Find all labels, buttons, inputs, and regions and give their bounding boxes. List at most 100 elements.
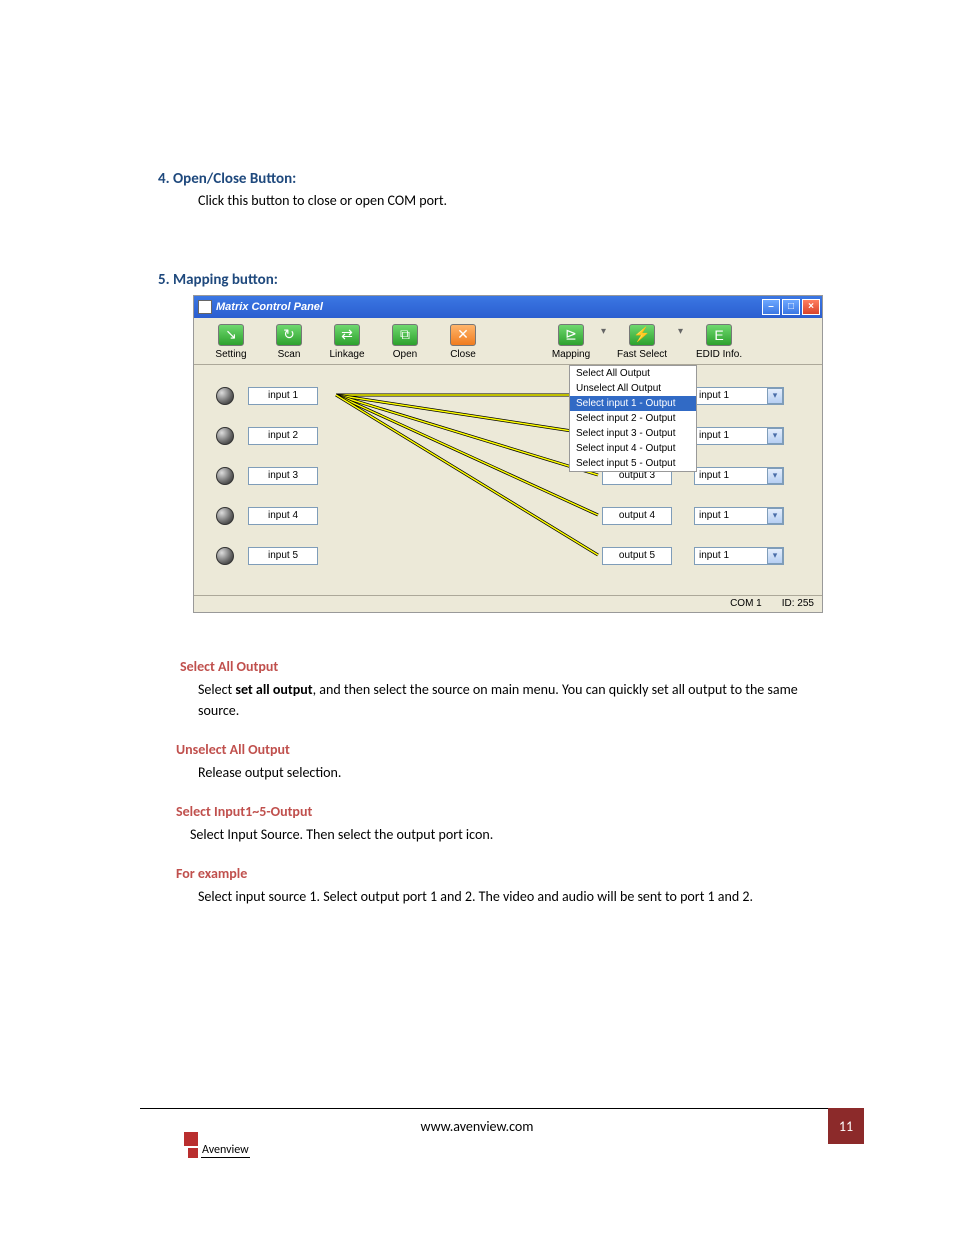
chevron-down-icon[interactable]: ▾ bbox=[767, 548, 783, 564]
edid-icon: E bbox=[706, 324, 732, 346]
open-button[interactable]: ⧉ Open bbox=[376, 324, 434, 360]
setting-button[interactable]: ↘ Setting bbox=[202, 324, 260, 360]
desc1-body: Select set all output, and then select t… bbox=[198, 679, 839, 721]
fast-icon: ⚡ bbox=[629, 324, 655, 346]
num: 5. bbox=[158, 271, 170, 289]
edid-label: EDID Info. bbox=[696, 349, 742, 360]
page-number: 11 bbox=[828, 1108, 864, 1144]
input-connector-2[interactable] bbox=[216, 427, 234, 445]
input-label: input 1 bbox=[268, 390, 298, 401]
input-label: input 5 bbox=[268, 550, 298, 561]
scan-button[interactable]: ↻ Scan bbox=[260, 324, 318, 360]
output-box-4[interactable]: output 4 bbox=[602, 507, 672, 525]
output-select-1[interactable]: input 1 ▾ bbox=[694, 387, 784, 405]
desc4-body: Select input source 1. Select output por… bbox=[198, 886, 839, 907]
scan-icon: ↻ bbox=[276, 324, 302, 346]
dropdown-item[interactable]: Select input 3 - Output bbox=[570, 426, 696, 441]
dropdown-item[interactable]: Select input 4 - Output bbox=[570, 441, 696, 456]
logo-square-icon bbox=[188, 1148, 198, 1158]
input-connector-5[interactable] bbox=[216, 547, 234, 565]
chevron-down-icon[interactable]: ▾ bbox=[767, 468, 783, 484]
footer-url: www.avenview.com bbox=[0, 1118, 954, 1135]
status-id: ID: 255 bbox=[782, 598, 814, 609]
linkage-button[interactable]: ⇄ Linkage bbox=[318, 324, 376, 360]
input-label: input 2 bbox=[268, 430, 298, 441]
desc3-body: Select Input Source. Then select the out… bbox=[190, 824, 839, 845]
input-box-4[interactable]: input 4 bbox=[248, 507, 318, 525]
app-title: Matrix Control Panel bbox=[216, 301, 323, 313]
app-window: Matrix Control Panel – □ × ↘ Setting ↻ S… bbox=[193, 295, 823, 613]
input-connector-3[interactable] bbox=[216, 467, 234, 485]
output-select-5[interactable]: input 1 ▾ bbox=[694, 547, 784, 565]
desc1-heading: Select All Output bbox=[180, 658, 839, 675]
mapping-dropdown-arrow[interactable]: ▾ bbox=[600, 324, 607, 337]
t: set all output bbox=[235, 681, 312, 698]
minimize-button[interactable]: – bbox=[762, 299, 780, 315]
output-label: output 5 bbox=[619, 550, 655, 561]
sel-label: input 1 bbox=[699, 470, 729, 481]
dropdown-item[interactable]: Select input 2 - Output bbox=[570, 411, 696, 426]
title: Open/Close Button: bbox=[173, 170, 296, 188]
output-box-5[interactable]: output 5 bbox=[602, 547, 672, 565]
scan-label: Scan bbox=[278, 349, 301, 360]
sel-label: input 1 bbox=[699, 390, 729, 401]
footer-divider bbox=[140, 1108, 864, 1109]
input-label: input 3 bbox=[268, 470, 298, 481]
chevron-down-icon[interactable]: ▾ bbox=[767, 508, 783, 524]
toolbar: ↘ Setting ↻ Scan ⇄ Linkage ⧉ Open ✕ Clos… bbox=[194, 318, 822, 365]
sel-label: input 1 bbox=[699, 430, 729, 441]
input-label: input 4 bbox=[268, 510, 298, 521]
output-label: output 3 bbox=[619, 470, 655, 481]
desc2-heading: Unselect All Output bbox=[176, 741, 839, 758]
input-connector-4[interactable] bbox=[216, 507, 234, 525]
chevron-down-icon[interactable]: ▾ bbox=[767, 428, 783, 444]
close-icon: ✕ bbox=[450, 324, 476, 346]
dropdown-item[interactable]: Select input 5 - Output bbox=[570, 456, 696, 471]
output-select-2[interactable]: input 1 ▾ bbox=[694, 427, 784, 445]
mapping-dropdown-menu: Select All OutputUnselect All OutputSele… bbox=[569, 365, 697, 472]
fast-select-button[interactable]: ⚡ Fast Select bbox=[607, 324, 677, 360]
setting-icon: ↘ bbox=[218, 324, 244, 346]
dropdown-item[interactable]: Unselect All Output bbox=[570, 381, 696, 396]
edid-button[interactable]: E EDID Info. bbox=[684, 324, 754, 360]
main-area: input 1 input 2 input 3 input 4 input 5 … bbox=[194, 365, 822, 595]
title: Mapping button: bbox=[173, 271, 278, 289]
dropdown-item[interactable]: Select input 1 - Output bbox=[570, 396, 696, 411]
logo-square-icon bbox=[184, 1132, 198, 1146]
output-select-4[interactable]: input 1▾ bbox=[694, 507, 784, 525]
close-button[interactable]: × bbox=[802, 299, 820, 315]
t: Select bbox=[198, 681, 235, 698]
output-select-3[interactable]: input 1 ▾ bbox=[694, 467, 784, 485]
statusbar: COM 1 ID: 255 bbox=[194, 595, 822, 612]
linkage-icon: ⇄ bbox=[334, 324, 360, 346]
input-box-2[interactable]: input 2 bbox=[248, 427, 318, 445]
brand-name: Avenview bbox=[201, 1143, 250, 1158]
mapping-icon: ⊵ bbox=[558, 324, 584, 346]
linkage-label: Linkage bbox=[329, 349, 364, 360]
close-label: Close bbox=[450, 349, 476, 360]
fast-label: Fast Select bbox=[617, 349, 667, 360]
sel-label: input 1 bbox=[699, 550, 729, 561]
heading-5: 5. Mapping button: bbox=[158, 271, 839, 289]
brand-logo: Avenview bbox=[184, 1132, 250, 1158]
open-icon: ⧉ bbox=[392, 324, 418, 346]
titlebar[interactable]: Matrix Control Panel – □ × bbox=[194, 296, 822, 318]
num: 4. bbox=[158, 170, 170, 188]
desc3-heading: Select Input1~5-Output bbox=[176, 803, 839, 820]
input-box-3[interactable]: input 3 bbox=[248, 467, 318, 485]
dropdown-item[interactable]: Select All Output bbox=[570, 366, 696, 381]
input-box-5[interactable]: input 5 bbox=[248, 547, 318, 565]
maximize-button[interactable]: □ bbox=[782, 299, 800, 315]
mapping-label: Mapping bbox=[552, 349, 590, 360]
mapping-button[interactable]: ⊵ Mapping bbox=[542, 324, 600, 360]
input-connector-1[interactable] bbox=[216, 387, 234, 405]
app-icon bbox=[198, 300, 212, 314]
chevron-down-icon[interactable]: ▾ bbox=[767, 388, 783, 404]
fast-dropdown-arrow[interactable]: ▾ bbox=[677, 324, 684, 337]
desc4-heading: For example bbox=[176, 865, 839, 882]
close-tool-button[interactable]: ✕ Close bbox=[434, 324, 492, 360]
input-box-1[interactable]: input 1 bbox=[248, 387, 318, 405]
status-com: COM 1 bbox=[730, 598, 762, 609]
body-4: Click this button to close or open COM p… bbox=[198, 191, 839, 211]
desc2-body: Release output selection. bbox=[198, 762, 839, 783]
